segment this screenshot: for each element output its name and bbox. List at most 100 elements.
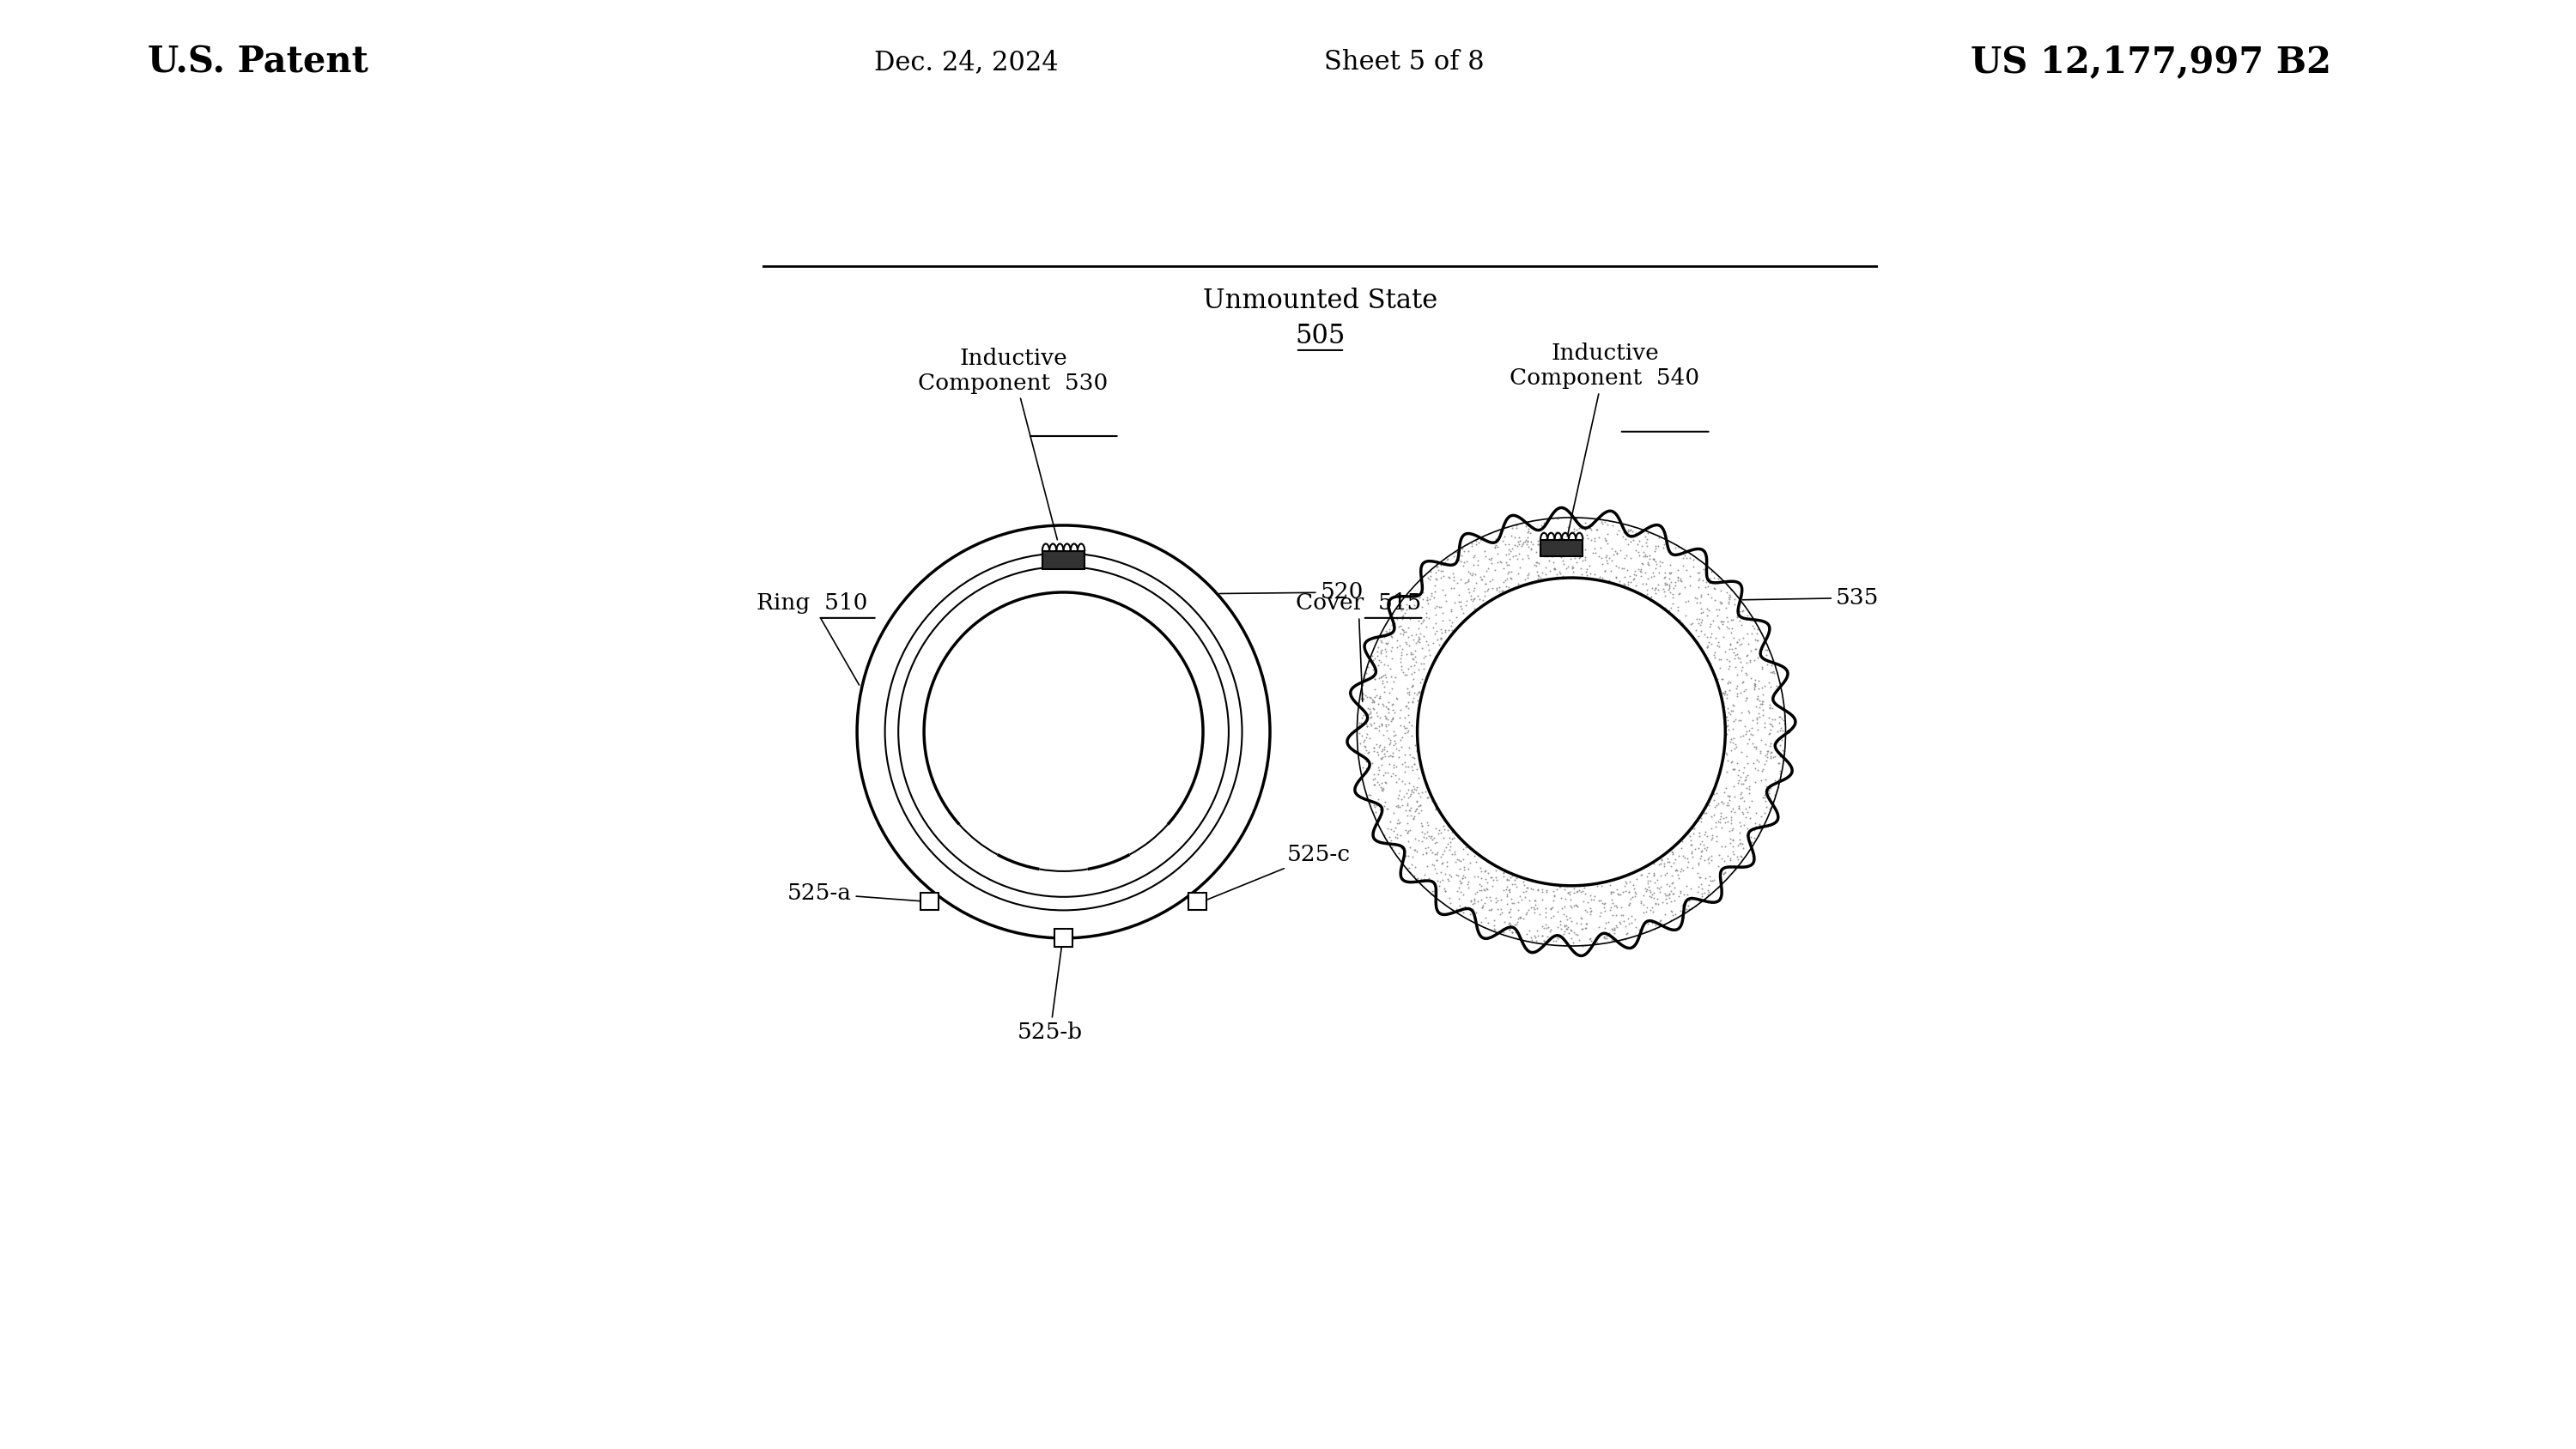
Point bbox=[1584, 924, 1625, 948]
Point bbox=[1497, 890, 1538, 913]
Point bbox=[1448, 842, 1489, 865]
Point bbox=[1358, 756, 1399, 780]
Point bbox=[1651, 900, 1692, 923]
Point bbox=[1427, 548, 1468, 571]
Point bbox=[1365, 719, 1406, 742]
Point bbox=[1734, 811, 1775, 835]
Point bbox=[1435, 840, 1476, 864]
Point bbox=[1690, 827, 1731, 851]
Point bbox=[1443, 901, 1484, 924]
Point bbox=[1607, 880, 1649, 903]
Point bbox=[1705, 614, 1747, 638]
Point bbox=[1685, 561, 1726, 584]
Point bbox=[1723, 626, 1765, 649]
Point bbox=[1659, 611, 1700, 635]
Point bbox=[1708, 658, 1749, 681]
Point bbox=[1605, 880, 1646, 903]
Point bbox=[1443, 838, 1484, 861]
Point bbox=[1399, 610, 1440, 633]
Point bbox=[1569, 903, 1610, 926]
Point bbox=[1489, 565, 1530, 588]
Point bbox=[1582, 891, 1623, 914]
Point bbox=[1723, 813, 1765, 836]
Point bbox=[1373, 724, 1414, 748]
Point bbox=[1381, 617, 1422, 640]
Point bbox=[1486, 875, 1528, 898]
Point bbox=[1752, 659, 1793, 682]
Point bbox=[1548, 880, 1589, 903]
Point bbox=[1716, 682, 1757, 706]
Point bbox=[1522, 929, 1564, 952]
Point bbox=[1651, 900, 1692, 923]
Point bbox=[1682, 600, 1723, 623]
Point bbox=[1625, 527, 1667, 551]
Point bbox=[1656, 862, 1698, 885]
Point bbox=[1399, 794, 1440, 817]
Point bbox=[1376, 764, 1417, 787]
Point bbox=[1698, 617, 1739, 640]
Point bbox=[1507, 520, 1548, 543]
Point bbox=[1685, 575, 1726, 598]
Point bbox=[1654, 882, 1695, 906]
Point bbox=[1396, 697, 1437, 720]
Point bbox=[1340, 687, 1381, 710]
Point bbox=[1391, 662, 1432, 685]
Point bbox=[1360, 685, 1401, 709]
Point bbox=[1378, 811, 1419, 835]
Point bbox=[1388, 845, 1430, 868]
Point bbox=[1492, 887, 1533, 910]
Point bbox=[1713, 736, 1754, 759]
Point bbox=[1432, 898, 1473, 922]
Point bbox=[1643, 574, 1685, 597]
Point bbox=[1677, 853, 1718, 877]
Point bbox=[1607, 911, 1649, 935]
Point bbox=[1579, 536, 1620, 559]
Point bbox=[1713, 609, 1754, 632]
Point bbox=[1741, 638, 1783, 661]
Point bbox=[1522, 924, 1564, 948]
Point bbox=[1406, 826, 1448, 849]
Point bbox=[1592, 513, 1633, 536]
Point bbox=[1749, 777, 1790, 800]
Point bbox=[1370, 729, 1412, 752]
Point bbox=[1734, 735, 1775, 758]
Point bbox=[1440, 869, 1481, 893]
Point bbox=[1680, 807, 1721, 830]
Point bbox=[1370, 613, 1412, 636]
Point bbox=[1345, 739, 1386, 762]
Point bbox=[1543, 565, 1584, 588]
Point bbox=[1564, 519, 1605, 542]
Point bbox=[1713, 785, 1754, 809]
Point bbox=[1710, 632, 1752, 655]
Point bbox=[1703, 626, 1744, 649]
Point bbox=[1378, 810, 1419, 833]
Point bbox=[1566, 891, 1607, 914]
Point bbox=[1682, 558, 1723, 581]
Point bbox=[1427, 565, 1468, 588]
Point bbox=[1708, 669, 1749, 693]
Point bbox=[1396, 775, 1437, 798]
Point bbox=[1425, 877, 1466, 900]
Point bbox=[1718, 848, 1759, 871]
Point bbox=[1739, 817, 1780, 840]
Point bbox=[1515, 926, 1556, 949]
Point bbox=[1502, 532, 1543, 555]
Point bbox=[1365, 706, 1406, 729]
Point bbox=[1355, 733, 1396, 756]
Point bbox=[1430, 865, 1471, 888]
Point bbox=[1680, 810, 1721, 833]
Point bbox=[1440, 900, 1481, 923]
Point bbox=[1623, 884, 1664, 907]
Point bbox=[1726, 723, 1767, 746]
Point bbox=[1739, 751, 1780, 774]
Point bbox=[1432, 619, 1473, 642]
Point bbox=[1510, 895, 1551, 919]
Point bbox=[1399, 681, 1440, 704]
Point bbox=[1476, 535, 1517, 558]
Point bbox=[1628, 522, 1669, 545]
Point bbox=[1592, 536, 1633, 559]
Point bbox=[1747, 639, 1788, 662]
Point bbox=[1551, 895, 1592, 919]
Point bbox=[1450, 532, 1492, 555]
Point bbox=[1571, 514, 1613, 538]
